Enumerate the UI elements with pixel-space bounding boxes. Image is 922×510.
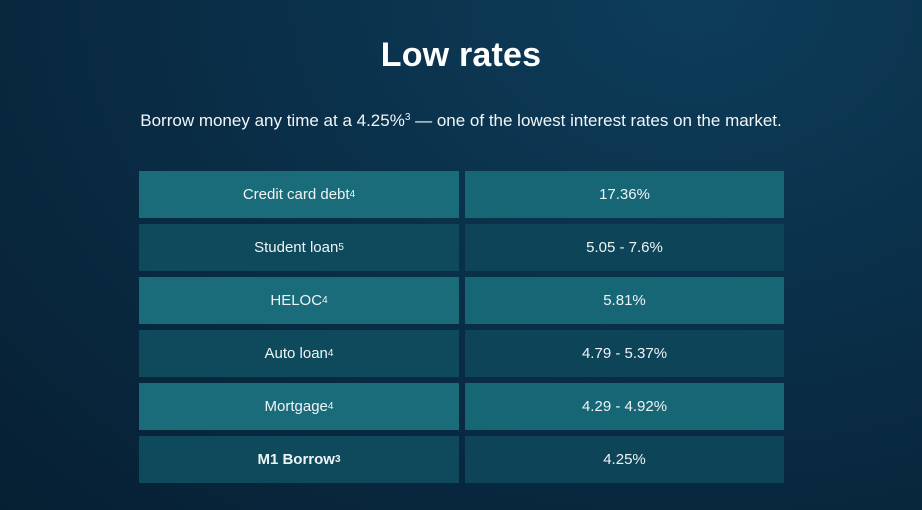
rate-label: Credit card debt: [242, 186, 350, 203]
subtitle-text: Borrow money any time at a 4.25%: [140, 111, 405, 130]
rate-label: M1 Borrow: [257, 451, 335, 468]
rates-comparison-table: Credit card debt 4 17.36% Student loan 5 5…: [139, 171, 784, 489]
table-row-auto-loan: Auto loan 4 4.79 - 5.37%: [139, 330, 784, 377]
rate-label-cell: M1 Borrow 3: [139, 436, 459, 483]
rate-value-cell: 4.25%: [465, 436, 784, 483]
rate-value-cell: 4.29 - 4.92%: [465, 383, 784, 430]
rate-label: Auto loan: [264, 345, 328, 362]
rate-value-cell: 4.79 - 5.37%: [465, 330, 784, 377]
rate-label: Student loan: [254, 239, 339, 256]
rate-label-cell: Credit card debt 4: [139, 171, 459, 218]
rate-value-cell: 5.81%: [465, 277, 784, 324]
rate-value-cell: 5.05 - 7.6%: [465, 224, 784, 271]
subtitle-footnote-marker: 3: [404, 112, 411, 123]
rate-value-cell: 17.36%: [465, 171, 784, 218]
page-title: Low rates: [380, 36, 542, 74]
rate-label-cell: Mortgage 4: [139, 383, 459, 430]
subtitle-rest-text: — one of the lowest interest rates on th…: [410, 111, 782, 130]
rate-label: Mortgage: [264, 398, 328, 415]
table-row-m1-borrow: M1 Borrow 3 4.25%: [139, 436, 784, 483]
rate-label-cell: Auto loan 4: [139, 330, 459, 377]
table-row-credit-card: Credit card debt 4 17.36%: [139, 171, 784, 218]
rate-label-cell: HELOC 4: [139, 277, 459, 324]
rate-label: HELOC: [270, 292, 323, 309]
rate-label-cell: Student loan 5: [139, 224, 459, 271]
table-row-mortgage: Mortgage 4 4.29 - 4.92%: [139, 383, 784, 430]
table-row-heloc: HELOC 4 5.81%: [139, 277, 784, 324]
page-subtitle: Borrow money any time at a 4.25%3 — one …: [0, 111, 922, 131]
table-row-student-loan: Student loan 5 5.05 - 7.6%: [139, 224, 784, 271]
